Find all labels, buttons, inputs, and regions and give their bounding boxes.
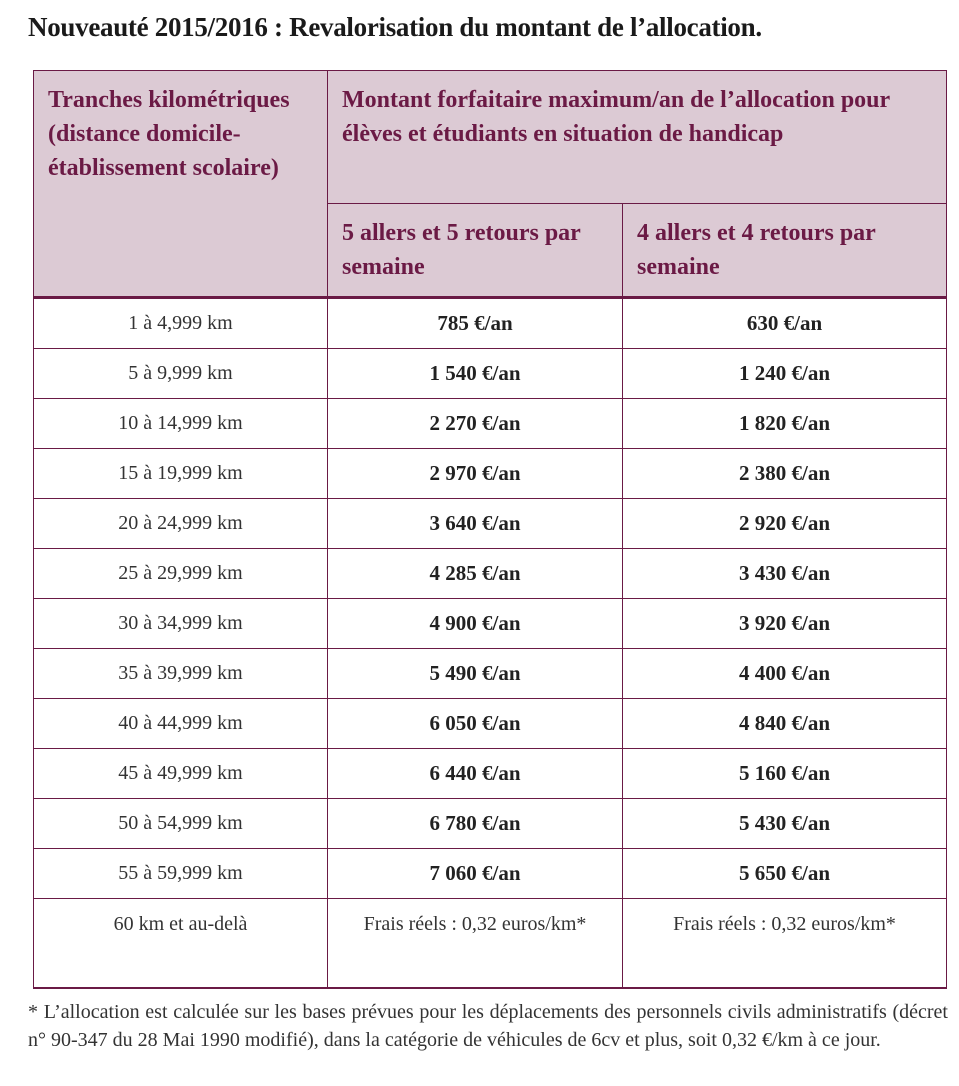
four-trips-amount-cell: 2 920 €/an	[621, 498, 948, 549]
distance-cell: 15 à 19,999 km	[33, 448, 328, 499]
header-max-amount: Montant forfaitaire maximum/an de l’allo…	[326, 70, 948, 204]
distance-cell: 55 à 59,999 km	[33, 848, 328, 899]
distance-cell: 40 à 44,999 km	[33, 698, 328, 749]
five-trips-amount-cell: 1 540 €/an	[327, 348, 623, 399]
four-trips-amount-cell: 5 430 €/an	[621, 798, 948, 849]
header-four-trips: 4 allers et 4 retours par semaine	[621, 203, 948, 299]
table-row: 45 à 49,999 km 6 440 €/an 5 160 €/an	[33, 748, 948, 799]
five-trips-amount-cell: 3 640 €/an	[327, 498, 623, 549]
table-row: 15 à 19,999 km 2 970 €/an 2 380 €/an	[33, 448, 948, 499]
table-row: 35 à 39,999 km 5 490 €/an 4 400 €/an	[33, 648, 948, 699]
distance-cell: 45 à 49,999 km	[33, 748, 328, 799]
table-row: 55 à 59,999 km 7 060 €/an 5 650 €/an	[33, 848, 948, 899]
table-row: 5 à 9,999 km 1 540 €/an 1 240 €/an	[33, 348, 948, 399]
four-trips-amount-cell: 3 920 €/an	[621, 598, 948, 649]
distance-cell: 60 km et au-delà	[33, 898, 328, 989]
distance-cell: 35 à 39,999 km	[33, 648, 328, 699]
five-trips-amount-cell: 4 900 €/an	[327, 598, 623, 649]
four-trips-amount-cell: 4 400 €/an	[621, 648, 948, 699]
distance-cell: 30 à 34,999 km	[33, 598, 328, 649]
five-trips-amount-cell: 6 050 €/an	[327, 698, 623, 749]
distance-cell: 10 à 14,999 km	[33, 398, 328, 449]
five-trips-amount-cell: 6 440 €/an	[327, 748, 623, 799]
table-row: 10 à 14,999 km 2 270 €/an 1 820 €/an	[33, 398, 948, 449]
four-trips-amount-cell: Frais réels : 0,32 euros/km*	[621, 898, 948, 989]
four-trips-amount-cell: 5 650 €/an	[621, 848, 948, 899]
five-trips-amount-cell: 2 270 €/an	[327, 398, 623, 449]
five-trips-amount-cell: 4 285 €/an	[327, 548, 623, 599]
table-row: 30 à 34,999 km 4 900 €/an 3 920 €/an	[33, 598, 948, 649]
four-trips-amount-cell: 630 €/an	[621, 297, 948, 349]
four-trips-amount-cell: 2 380 €/an	[621, 448, 948, 499]
distance-cell: 20 à 24,999 km	[33, 498, 328, 549]
footnote: * L’allocation est calculée sur les base…	[28, 1001, 948, 1051]
five-trips-amount-cell: 6 780 €/an	[327, 798, 623, 849]
four-trips-amount-cell: 3 430 €/an	[621, 548, 948, 599]
five-trips-amount-cell: 5 490 €/an	[327, 648, 623, 699]
table-row: 1 à 4,999 km 785 €/an 630 €/an	[33, 297, 948, 349]
four-trips-amount-cell: 4 840 €/an	[621, 698, 948, 749]
four-trips-amount-cell: 1 820 €/an	[621, 398, 948, 449]
header-distance-ranges: Tranches kilométriques (distance domicil…	[33, 70, 328, 299]
distance-cell: 1 à 4,999 km	[33, 297, 328, 349]
page-title: Nouveauté 2015/2016 : Revalorisation du …	[28, 12, 762, 42]
five-trips-amount-cell: 7 060 €/an	[327, 848, 623, 899]
table-row: 40 à 44,999 km 6 050 €/an 4 840 €/an	[33, 698, 948, 749]
table-row: 50 à 54,999 km 6 780 €/an 5 430 €/an	[33, 798, 948, 849]
five-trips-amount-cell: Frais réels : 0,32 euros/km*	[327, 898, 623, 989]
header-five-trips: 5 allers et 5 retours par semaine	[327, 203, 623, 299]
distance-cell: 25 à 29,999 km	[33, 548, 328, 599]
distance-cell: 5 à 9,999 km	[33, 348, 328, 399]
table-row: 25 à 29,999 km 4 285 €/an 3 430 €/an	[33, 548, 948, 599]
four-trips-amount-cell: 1 240 €/an	[621, 348, 948, 399]
distance-cell: 50 à 54,999 km	[33, 798, 328, 849]
allocation-table: Tranches kilométriques (distance domicil…	[33, 70, 948, 989]
four-trips-amount-cell: 5 160 €/an	[621, 748, 948, 799]
five-trips-amount-cell: 2 970 €/an	[327, 448, 623, 499]
five-trips-amount-cell: 785 €/an	[327, 297, 623, 349]
table-row: 20 à 24,999 km 3 640 €/an 2 920 €/an	[33, 498, 948, 549]
table-row: 60 km et au-delà Frais réels : 0,32 euros…	[33, 898, 948, 989]
